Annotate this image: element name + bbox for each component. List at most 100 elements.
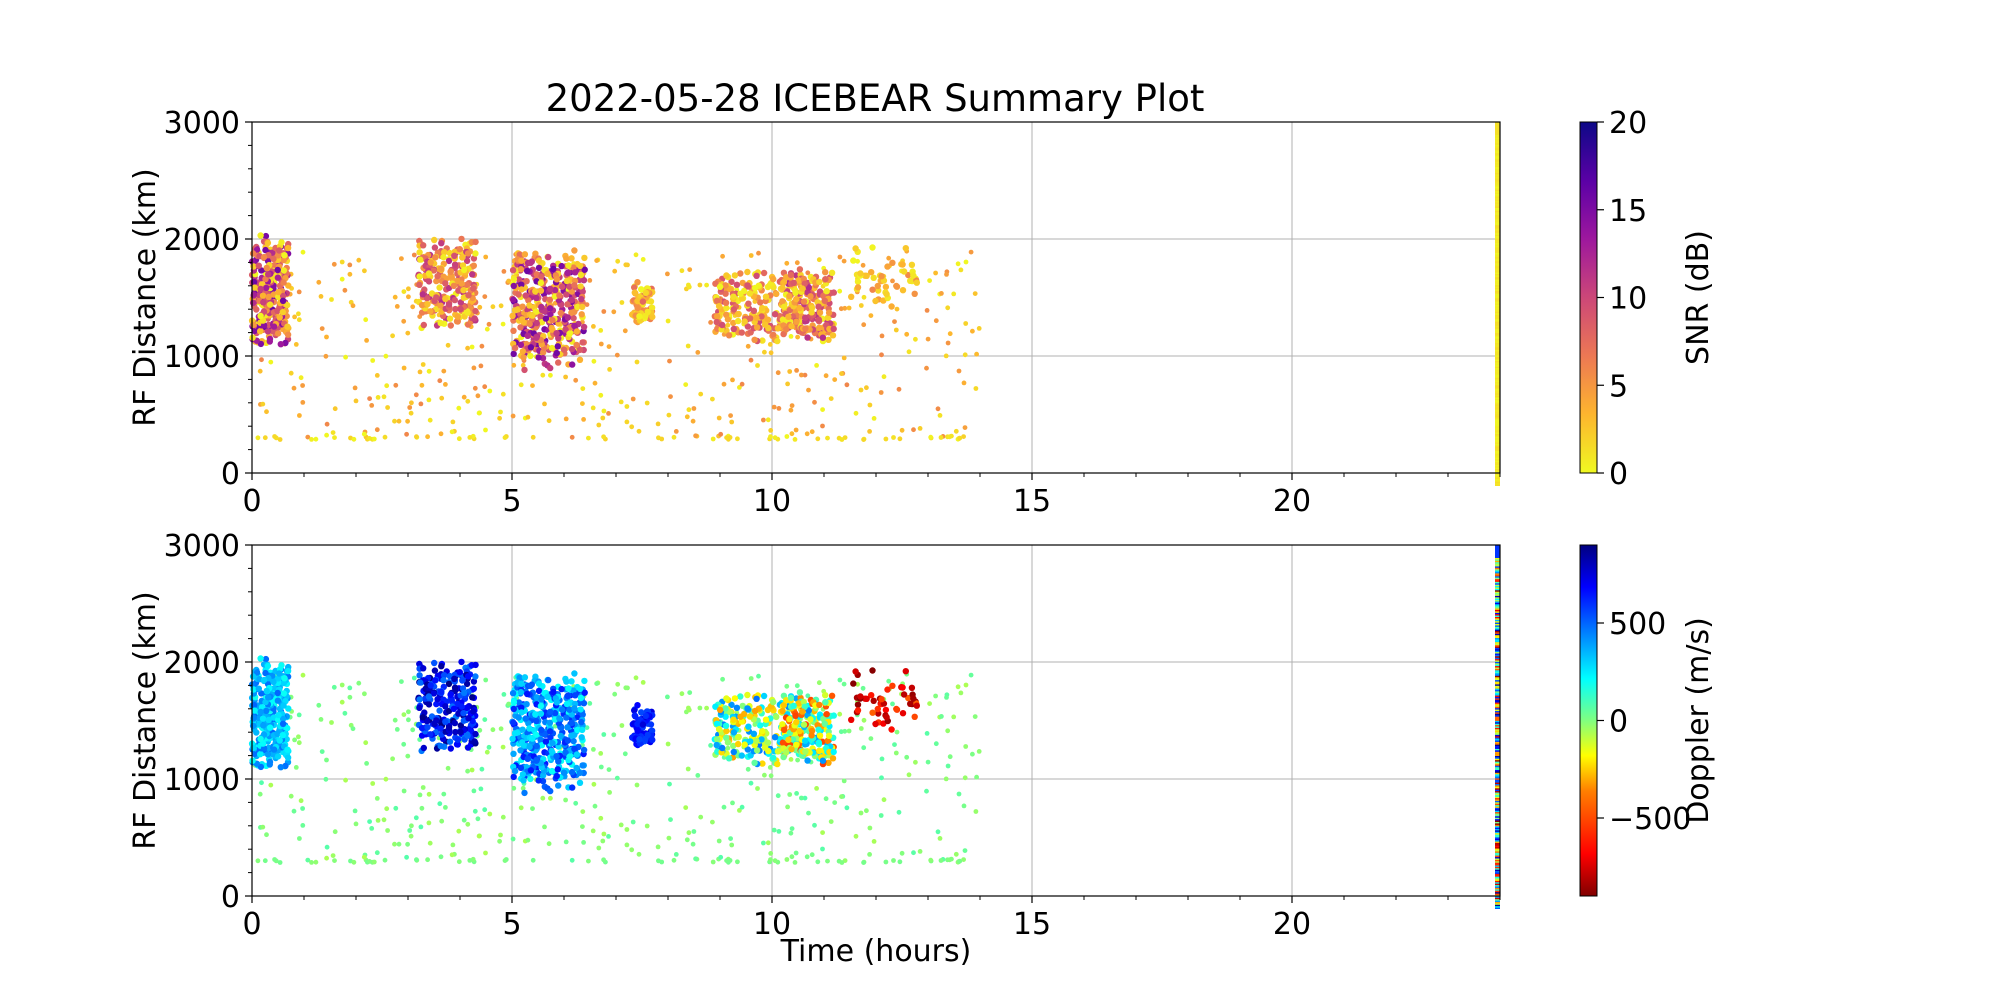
- data-point: [723, 695, 730, 702]
- data-point: [274, 307, 281, 314]
- data-point: [263, 264, 270, 272]
- data-point: [371, 436, 377, 442]
- data-point: [260, 322, 268, 329]
- data-point: [440, 254, 447, 261]
- data-point: [537, 287, 545, 294]
- data-point: [470, 678, 478, 685]
- data-point: [423, 295, 431, 302]
- data-point: [486, 744, 492, 750]
- data-point: [550, 265, 557, 273]
- data-point: [925, 336, 931, 342]
- data-point: [296, 740, 302, 746]
- data-point: [590, 828, 596, 834]
- data-point: [760, 692, 768, 700]
- data-point: [547, 734, 554, 741]
- data-point: [735, 859, 740, 865]
- data-point: [371, 859, 377, 865]
- data-point: [841, 258, 847, 264]
- data-point: [908, 261, 916, 268]
- data-point: [665, 318, 671, 324]
- data-point: [557, 309, 564, 317]
- data-point: [463, 680, 471, 688]
- data-point: [598, 751, 604, 756]
- data-point: [776, 406, 782, 411]
- data-point: [472, 307, 479, 315]
- data-point: [759, 337, 766, 344]
- data-point: [276, 247, 283, 254]
- data-point: [442, 295, 449, 302]
- data-point: [792, 712, 799, 719]
- data-point: [540, 349, 547, 356]
- data-point: [852, 245, 859, 252]
- data-point: [461, 817, 467, 823]
- data-point: [272, 857, 277, 862]
- data-point: [779, 298, 786, 305]
- data-point: [687, 267, 693, 272]
- data-point: [879, 756, 885, 762]
- data-point: [612, 691, 618, 697]
- data-point: [451, 261, 459, 268]
- data-point: [800, 721, 808, 728]
- data-point: [784, 683, 790, 689]
- data-point: [794, 791, 799, 796]
- data-point: [858, 810, 864, 816]
- data-point: [881, 797, 887, 803]
- data-point: [894, 729, 900, 735]
- data-point: [392, 418, 397, 424]
- data-point: [750, 307, 758, 314]
- data-point: [825, 759, 832, 766]
- data-point: [974, 351, 979, 357]
- data-point: [793, 718, 800, 726]
- data-point: [962, 352, 968, 358]
- data-point: [973, 809, 979, 814]
- data-point: [518, 286, 525, 293]
- data-point: [868, 313, 874, 318]
- data-point: [710, 436, 716, 442]
- data-point: [795, 757, 800, 763]
- data-point: [970, 328, 975, 334]
- data-point: [683, 805, 689, 810]
- data-point: [893, 705, 900, 713]
- data-point: [280, 679, 287, 687]
- data-point: [470, 285, 477, 292]
- data-point: [905, 694, 912, 702]
- data-point: [935, 406, 941, 412]
- data-point: [520, 319, 528, 326]
- data-point: [420, 665, 427, 672]
- data-point: [601, 309, 607, 314]
- data-point: [279, 715, 287, 723]
- data-point: [347, 271, 353, 277]
- data-point: [910, 272, 917, 279]
- data-point: [815, 436, 821, 442]
- data-point: [718, 854, 724, 860]
- x-tick-label: 10: [753, 907, 791, 942]
- data-point: [546, 296, 554, 303]
- data-point: [316, 279, 322, 285]
- data-point: [667, 781, 672, 787]
- data-point: [568, 309, 575, 316]
- data-point: [441, 249, 448, 256]
- data-point: [460, 710, 467, 717]
- data-point: [262, 275, 269, 283]
- data-point: [381, 817, 387, 823]
- data-point: [554, 766, 561, 773]
- data-point: [451, 719, 458, 727]
- data-point: [863, 272, 870, 279]
- data-point: [262, 232, 270, 240]
- data-point: [460, 294, 467, 301]
- data-point: [563, 678, 570, 685]
- data-point: [560, 346, 568, 353]
- data-point: [563, 277, 571, 285]
- data-point: [511, 767, 519, 775]
- data-point: [570, 737, 577, 745]
- data-point: [502, 435, 508, 440]
- data-point: [487, 388, 493, 394]
- data-point: [527, 344, 535, 351]
- data-point: [839, 794, 844, 799]
- data-point: [730, 377, 735, 383]
- data-point: [571, 745, 578, 753]
- data-point: [408, 833, 414, 839]
- data-point: [785, 736, 792, 743]
- data-point: [551, 709, 559, 717]
- data-point: [277, 437, 283, 442]
